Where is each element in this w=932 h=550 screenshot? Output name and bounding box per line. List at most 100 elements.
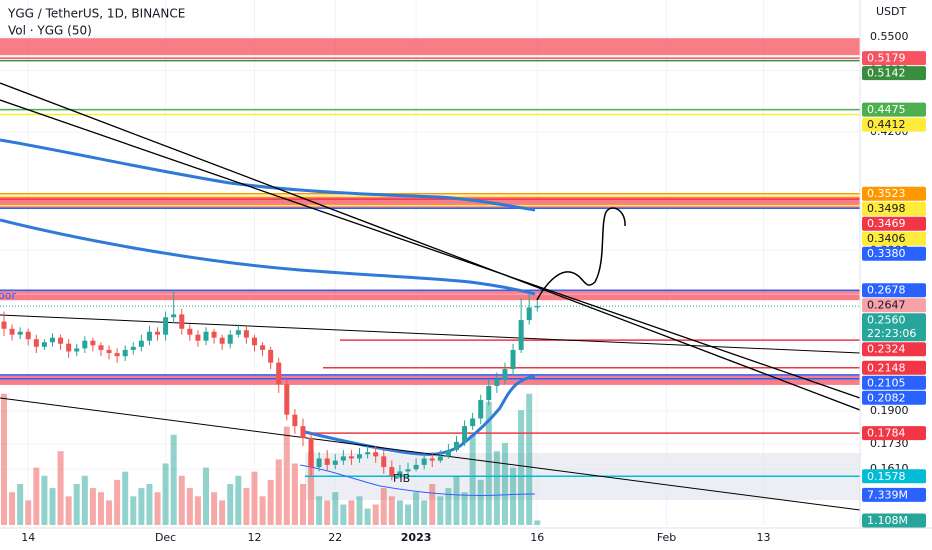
candle-body <box>429 458 435 461</box>
price-label: 0.3523 <box>867 187 906 200</box>
zone <box>0 38 860 56</box>
candle-body <box>171 314 177 318</box>
candle-body <box>187 328 193 335</box>
candle-body <box>526 307 532 321</box>
volume-bar <box>41 475 48 525</box>
volume-bar <box>501 442 508 525</box>
price-label-bg <box>862 283 926 298</box>
candle-body <box>219 337 225 344</box>
volume-bar <box>170 434 177 525</box>
volume-bar <box>114 479 121 525</box>
candle-body <box>146 331 152 341</box>
zones <box>0 38 860 385</box>
volume-bar <box>421 500 428 525</box>
volume-bar <box>1 393 7 525</box>
trendline <box>0 397 861 511</box>
candle-body <box>49 337 55 343</box>
price-label-bg <box>862 246 926 261</box>
price-label-bg <box>862 426 926 441</box>
x-tick-label: 16 <box>530 531 544 544</box>
volume-bar <box>332 492 339 525</box>
candle-body <box>470 418 476 427</box>
candle-body <box>445 450 451 457</box>
volume-bar <box>340 504 347 525</box>
candle-body <box>1 321 7 329</box>
trendline <box>0 82 861 411</box>
volume-bar <box>526 393 533 525</box>
candle-body <box>462 426 468 442</box>
candle-body <box>122 349 128 357</box>
candle-body <box>300 426 306 438</box>
volume-bar <box>348 500 355 525</box>
candle-body <box>324 458 330 465</box>
chart-subtitle: Vol · YGG (50) <box>8 24 92 38</box>
volume <box>1 393 541 525</box>
candle-body <box>195 334 201 341</box>
grid <box>0 0 860 525</box>
candle-body <box>41 342 47 347</box>
candle-body <box>373 452 379 457</box>
candle-body <box>292 414 298 427</box>
volume-bar <box>308 451 315 525</box>
price-label: 0.1784 <box>867 427 906 440</box>
volume-label-bg <box>862 513 926 528</box>
price-label-bg <box>862 102 926 117</box>
candle-body <box>106 349 112 354</box>
candle-body <box>437 456 443 461</box>
volume-bar <box>510 467 517 525</box>
candle-body <box>421 458 427 465</box>
candle-body <box>25 331 31 340</box>
volume-bar <box>534 520 541 525</box>
volume-bar <box>283 426 290 525</box>
price-label: 0.3498 <box>867 202 906 215</box>
candle-body <box>211 331 217 338</box>
candle-body <box>494 379 500 386</box>
candle-body <box>114 353 120 357</box>
volume-bar <box>57 451 64 525</box>
price-label: 0.3469 <box>867 217 906 230</box>
volume-bar <box>445 488 452 525</box>
volume-bar <box>106 500 113 525</box>
volume-bar <box>186 488 193 525</box>
volume-bar <box>73 483 80 525</box>
candle-body <box>17 331 23 335</box>
volume-bar <box>477 479 484 525</box>
candle-body <box>332 460 338 465</box>
axis-labels: 0.55000.50000.42000.30000.19000.17300.16… <box>21 30 926 544</box>
volume-bar <box>251 471 258 525</box>
volume-ma <box>299 464 536 497</box>
price-label-bg <box>862 298 926 313</box>
volume-bar <box>89 488 96 525</box>
annotation: oor <box>0 289 16 302</box>
countdown: 22:23:06 <box>867 327 916 340</box>
candle-body <box>155 331 161 335</box>
trendline <box>0 314 861 354</box>
candle-body <box>268 349 274 363</box>
volume-bar <box>437 496 444 525</box>
candle-body <box>138 340 144 347</box>
candle-body <box>251 337 257 346</box>
x-tick-label: 12 <box>247 531 261 544</box>
volume-bar <box>162 463 169 525</box>
volume-bar <box>25 500 32 525</box>
volume-bar <box>518 410 525 525</box>
x-tick-label: 22 <box>328 531 342 544</box>
price-label-bg <box>862 469 926 484</box>
price-axis <box>860 0 932 550</box>
price-label: 0.2560 <box>867 314 906 327</box>
volume-bar <box>453 475 460 525</box>
price-label: 0.5179 <box>867 52 906 65</box>
price-label-bg <box>862 51 926 66</box>
volume-bar <box>299 483 306 525</box>
volume-bar <box>211 492 218 525</box>
price-label: 0.1578 <box>867 470 906 483</box>
candle-body <box>405 469 411 472</box>
price-label: 0.2678 <box>867 284 906 297</box>
volume-bar <box>275 459 282 525</box>
price-label: 0.2324 <box>867 343 906 356</box>
volume-bar <box>122 471 129 525</box>
candle-body <box>203 331 209 341</box>
volume-bar <box>259 496 266 525</box>
volume-bar <box>372 504 379 525</box>
price-label: 0.4475 <box>867 103 906 116</box>
